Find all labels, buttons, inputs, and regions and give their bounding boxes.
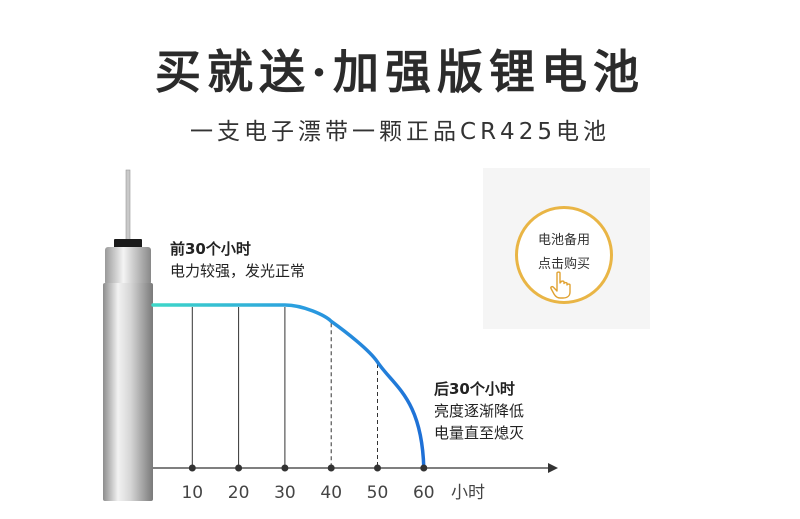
tick-label-40: 40 — [320, 483, 342, 503]
early-hours-heading: 前30个小时 — [170, 240, 251, 258]
tick-label-30: 30 — [274, 483, 296, 503]
battery-illustration — [103, 169, 153, 501]
early-hours-callout: 前30个小时 电力较强，发光正常 — [170, 238, 305, 282]
tick-mark-30 — [281, 464, 289, 472]
late-hours-callout: 后30个小时 亮度逐渐降低 电量直至熄灭 — [434, 378, 524, 444]
tick-label-20: 20 — [228, 483, 250, 503]
pointing-hand-icon — [550, 271, 571, 299]
x-unit-label: 小时 — [451, 483, 485, 503]
late-hours-line1: 亮度逐渐降低 — [434, 402, 525, 420]
tick-mark-50 — [374, 464, 381, 472]
tick-mark-60 — [420, 464, 428, 472]
late-hours-line2: 电量直至熄灭 — [434, 424, 525, 442]
battery-terminal — [114, 239, 142, 248]
tick-mark-40 — [327, 464, 335, 472]
tick-mark-10 — [188, 464, 196, 472]
tick-label-60: 60 — [413, 483, 435, 503]
x-axis-arrow — [548, 463, 558, 473]
page-title: 买就送·加强版锂电池 — [154, 45, 645, 99]
buy-battery-card[interactable]: 电池备用 点击购买 — [483, 168, 650, 329]
buy-button-line2: 点击购买 — [537, 257, 590, 272]
tick-label-50: 50 — [367, 483, 389, 503]
tick-labels: 10 20 30 40 50 60 — [181, 483, 434, 503]
tick-mark-20 — [235, 464, 243, 472]
early-hours-body: 电力较强，发光正常 — [170, 262, 306, 280]
page-subtitle: 一支电子漂带一颗正品CR425电池 — [190, 119, 610, 145]
tick-marks — [188, 464, 428, 472]
tick-label-10: 10 — [181, 483, 203, 503]
battery-body — [103, 283, 153, 501]
buy-button-line1: 电池备用 — [537, 233, 590, 248]
discharge-curve — [151, 303, 426, 470]
battery-cap — [105, 247, 151, 285]
late-hours-heading: 后30个小时 — [434, 380, 515, 398]
buy-battery-button[interactable]: 电池备用 点击购买 — [515, 206, 613, 304]
gridlines — [191, 307, 378, 468]
battery-wire — [125, 169, 131, 243]
